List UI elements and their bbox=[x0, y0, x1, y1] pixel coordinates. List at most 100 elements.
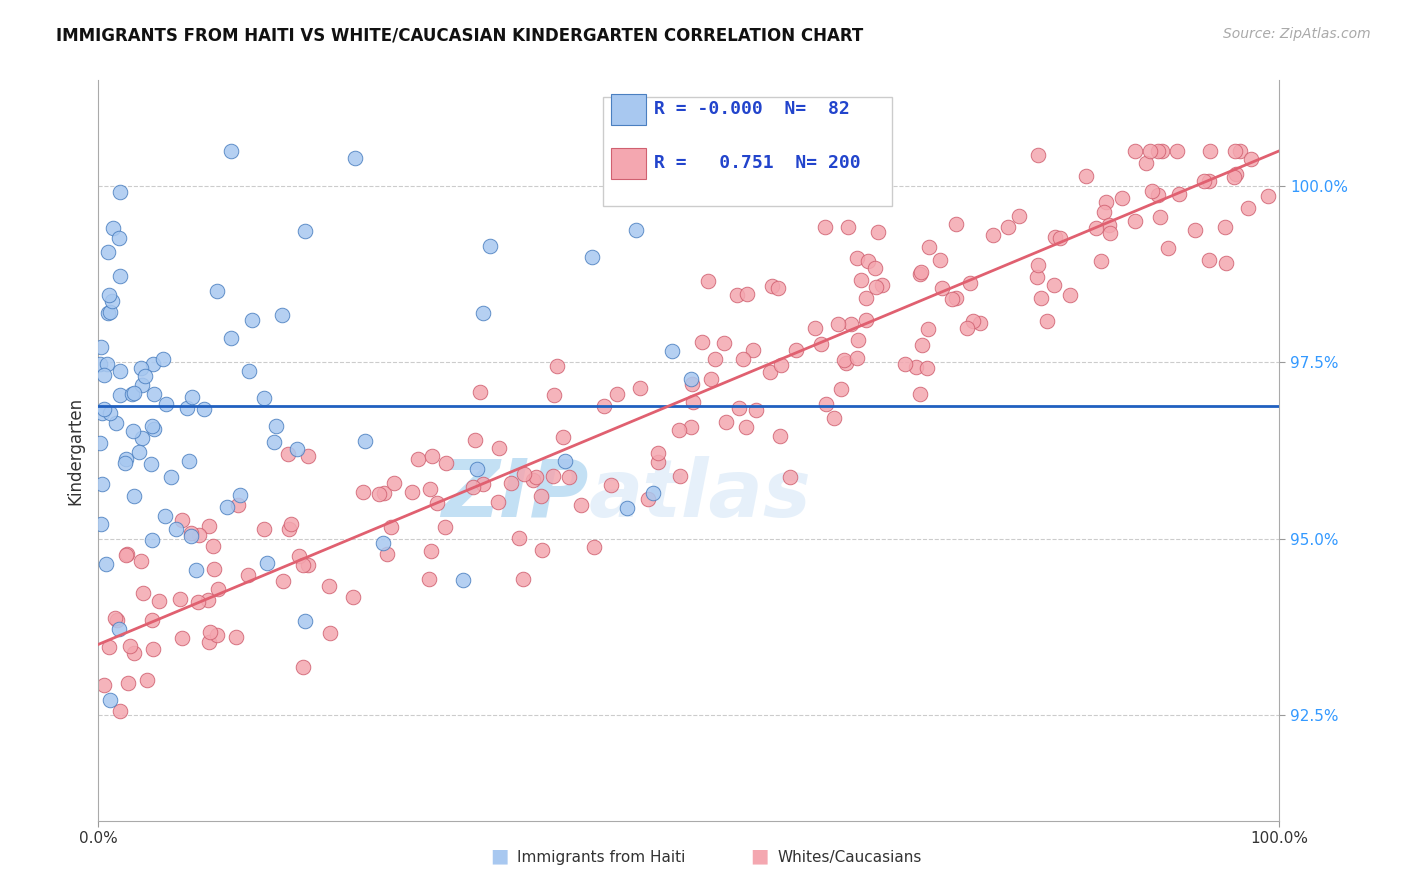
Point bbox=[865, 279, 887, 293]
Point bbox=[910, 337, 932, 351]
Point bbox=[699, 372, 721, 386]
Text: R =   0.751  N= 200: R = 0.751 N= 200 bbox=[654, 154, 860, 172]
Point bbox=[785, 343, 807, 358]
Point bbox=[1092, 205, 1115, 219]
Point bbox=[108, 388, 131, 402]
Point bbox=[187, 595, 209, 609]
Point bbox=[478, 239, 501, 253]
Point bbox=[141, 533, 163, 547]
Point bbox=[277, 447, 299, 461]
Point bbox=[647, 445, 669, 459]
Point bbox=[1059, 288, 1081, 302]
Point bbox=[524, 470, 547, 484]
Point bbox=[238, 568, 260, 582]
Point bbox=[93, 678, 115, 692]
Point bbox=[931, 281, 953, 295]
Point bbox=[141, 458, 163, 472]
Point bbox=[522, 473, 544, 487]
Point bbox=[761, 279, 783, 293]
Point bbox=[546, 359, 568, 373]
Point bbox=[418, 572, 440, 586]
Point bbox=[846, 333, 869, 347]
Point bbox=[581, 250, 603, 264]
Point bbox=[1184, 223, 1206, 237]
Point bbox=[419, 483, 441, 497]
Point bbox=[131, 431, 153, 445]
Point bbox=[1135, 156, 1157, 170]
Point bbox=[941, 292, 963, 306]
Point bbox=[354, 434, 377, 448]
Point bbox=[692, 334, 714, 349]
Point bbox=[779, 470, 801, 484]
Point bbox=[969, 317, 991, 331]
Point bbox=[343, 151, 366, 165]
Point bbox=[131, 586, 153, 600]
Point bbox=[256, 556, 278, 570]
Text: ■: ■ bbox=[489, 847, 509, 865]
Point bbox=[253, 391, 276, 405]
Point bbox=[593, 399, 616, 413]
Point bbox=[188, 527, 211, 541]
Point bbox=[1166, 144, 1188, 158]
Point bbox=[94, 558, 117, 572]
Point bbox=[1026, 258, 1049, 272]
Point bbox=[89, 357, 111, 371]
Point bbox=[894, 358, 917, 372]
Point bbox=[742, 343, 765, 358]
Point bbox=[184, 563, 207, 577]
Point bbox=[582, 540, 605, 554]
Point bbox=[1026, 147, 1049, 161]
Text: ■: ■ bbox=[749, 847, 769, 865]
Point bbox=[115, 547, 138, 561]
Point bbox=[770, 358, 793, 372]
Point bbox=[142, 641, 165, 656]
Point bbox=[471, 306, 494, 320]
Point bbox=[731, 351, 754, 366]
Point bbox=[131, 378, 153, 392]
Point bbox=[661, 344, 683, 359]
Point bbox=[745, 403, 768, 417]
Point bbox=[681, 376, 703, 391]
Point bbox=[253, 522, 276, 536]
Point bbox=[291, 558, 314, 572]
Point bbox=[165, 523, 187, 537]
Point bbox=[108, 704, 131, 718]
Point bbox=[1123, 214, 1146, 228]
Point bbox=[624, 223, 647, 237]
Point bbox=[100, 294, 122, 309]
Point bbox=[679, 420, 702, 434]
Point bbox=[697, 274, 720, 288]
Point bbox=[90, 517, 112, 532]
Point bbox=[97, 306, 120, 320]
Point bbox=[135, 673, 157, 688]
Point bbox=[287, 549, 309, 563]
Point bbox=[263, 434, 285, 449]
Point bbox=[287, 442, 309, 456]
Point bbox=[1049, 231, 1071, 245]
Point bbox=[98, 693, 121, 707]
Point bbox=[271, 309, 294, 323]
Point bbox=[264, 418, 287, 433]
Point bbox=[471, 477, 494, 491]
Point bbox=[107, 622, 129, 636]
Point bbox=[318, 579, 340, 593]
Point bbox=[108, 364, 131, 378]
Point bbox=[406, 452, 429, 467]
Point bbox=[271, 574, 294, 589]
Point bbox=[512, 572, 534, 586]
Point bbox=[910, 268, 932, 282]
Point bbox=[420, 449, 443, 463]
Point bbox=[155, 397, 177, 411]
Point bbox=[197, 592, 219, 607]
Point bbox=[530, 542, 553, 557]
Point bbox=[647, 455, 669, 469]
Point bbox=[682, 395, 704, 409]
Point bbox=[225, 630, 247, 644]
Point bbox=[294, 614, 316, 628]
Point bbox=[554, 454, 576, 468]
Point bbox=[814, 397, 837, 411]
Point bbox=[1150, 144, 1173, 158]
Point bbox=[105, 416, 128, 430]
Point bbox=[735, 286, 758, 301]
Point bbox=[219, 331, 242, 345]
